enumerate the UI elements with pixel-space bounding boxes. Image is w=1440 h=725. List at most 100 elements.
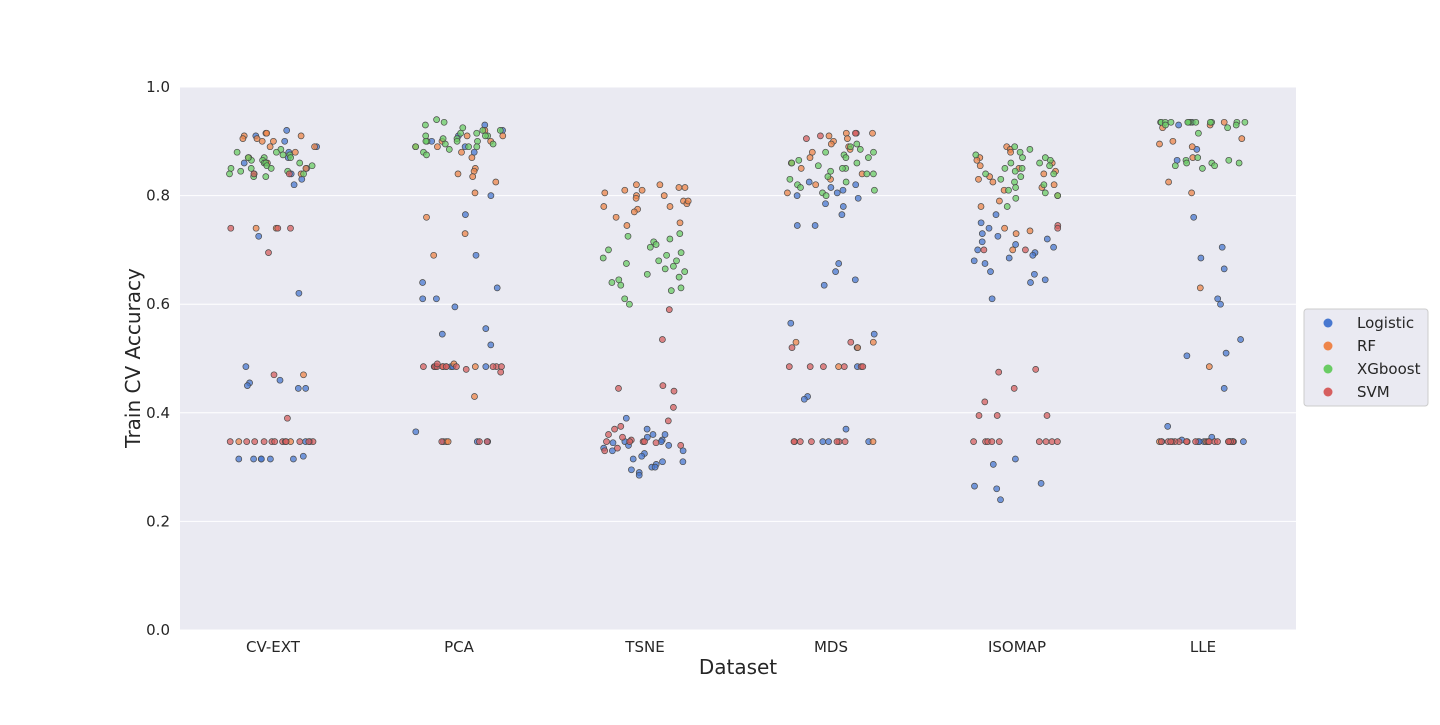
data-point: [252, 224, 260, 232]
data-point: [632, 194, 640, 202]
data-point: [993, 412, 1001, 419]
data-point: [1183, 438, 1190, 445]
data-point: [1017, 173, 1025, 180]
data-point: [235, 438, 243, 445]
data-point: [283, 127, 291, 134]
data-point: [267, 165, 275, 172]
data-point: [633, 181, 640, 189]
data-point: [1016, 148, 1024, 156]
data-point: [1011, 143, 1019, 151]
data-point: [827, 140, 835, 148]
data-point: [1175, 121, 1182, 129]
data-point: [988, 295, 996, 303]
data-point: [626, 438, 634, 445]
data-point: [978, 230, 986, 237]
data-point: [601, 447, 609, 455]
data-point: [996, 197, 1003, 205]
data-point: [308, 162, 316, 170]
data-point: [797, 184, 804, 191]
data-point: [870, 170, 877, 178]
data-point: [440, 118, 448, 126]
data-point: [1041, 276, 1049, 284]
grid-lines: [180, 86, 1296, 631]
data-point: [822, 200, 829, 208]
legend-label: RF: [1357, 337, 1376, 355]
data-point: [854, 344, 862, 351]
data-point: [856, 146, 864, 153]
data-point: [666, 235, 674, 243]
data-point: [434, 143, 441, 151]
data-point: [806, 154, 814, 161]
data-point: [243, 438, 251, 445]
data-point: [1205, 438, 1213, 445]
data-point: [279, 151, 287, 159]
data-point: [302, 385, 310, 392]
data-point: [842, 154, 850, 161]
data-point: [847, 143, 854, 151]
data-point: [869, 338, 877, 346]
data-point: [842, 425, 850, 433]
data-point: [1012, 194, 1020, 202]
data-point: [244, 382, 251, 389]
data-point: [1222, 349, 1230, 357]
data-point: [820, 281, 828, 289]
data-point: [638, 452, 646, 460]
data-point: [975, 412, 983, 419]
data-point: [465, 143, 472, 151]
data-point: [1183, 352, 1191, 360]
data-point: [1157, 438, 1165, 445]
data-point: [612, 213, 620, 221]
data-point: [295, 289, 303, 297]
data-point: [471, 189, 479, 197]
data-point: [305, 438, 313, 445]
data-point: [1205, 363, 1213, 370]
data-point: [1214, 295, 1222, 303]
data-point: [473, 129, 481, 137]
data-point: [1012, 455, 1019, 463]
data-point: [835, 363, 842, 370]
data-point: [1184, 118, 1192, 126]
data-point: [463, 132, 471, 140]
data-point: [623, 222, 631, 229]
data-point: [1162, 121, 1169, 129]
data-point: [1217, 300, 1224, 308]
data-point: [666, 203, 674, 210]
data-point: [863, 170, 871, 178]
data-point: [1237, 336, 1244, 343]
data-point: [493, 284, 501, 292]
data-point: [635, 471, 643, 479]
data-point: [797, 165, 805, 172]
data-point: [623, 260, 630, 267]
data-point: [1165, 178, 1172, 186]
data-point: [1054, 224, 1062, 232]
data-point: [811, 222, 819, 229]
data-point: [679, 458, 687, 466]
data-point: [287, 154, 294, 161]
data-point: [603, 438, 610, 445]
data-point: [841, 438, 849, 445]
data-point: [1211, 162, 1218, 170]
data-point: [300, 170, 307, 178]
data-point: [255, 232, 263, 240]
data-point: [276, 376, 284, 384]
data-point: [1164, 423, 1172, 430]
data-point: [626, 300, 633, 308]
data-point: [1022, 246, 1029, 254]
data-point: [476, 438, 483, 445]
data-point: [271, 438, 279, 445]
data-point: [1054, 192, 1062, 199]
data-point: [1188, 143, 1196, 151]
data-point: [471, 393, 478, 400]
x-tick-labels: CV-EXT PCA TSNE MDS ISOMAP LLE: [246, 638, 1216, 656]
data-point: [1040, 181, 1048, 189]
data-point: [601, 189, 609, 197]
data-point: [842, 129, 850, 137]
data-point: [423, 213, 430, 221]
data-point: [1197, 254, 1205, 262]
data-point: [814, 162, 822, 170]
data-point: [282, 438, 290, 445]
data-point: [641, 438, 648, 445]
x-tick-label: PCA: [444, 638, 475, 656]
data-point: [482, 325, 490, 332]
